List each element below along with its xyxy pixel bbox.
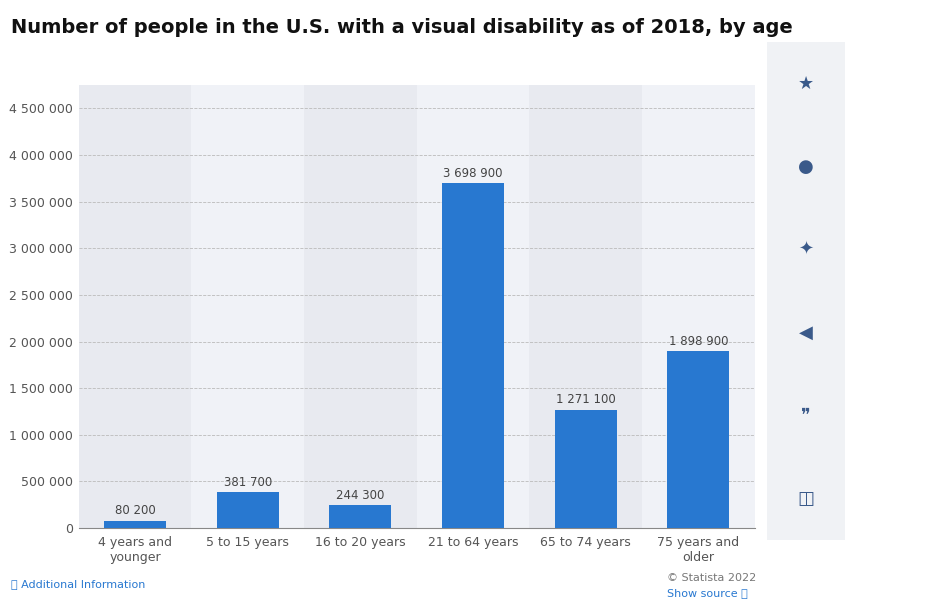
Bar (304, 85, 417, 528)
Bar (79, 85, 192, 528)
Bar (442, 183, 504, 528)
Bar (104, 521, 166, 528)
Text: ✦: ✦ (798, 241, 814, 259)
Bar (668, 351, 730, 528)
Text: ◫: ◫ (797, 490, 815, 507)
Text: ★: ★ (798, 75, 814, 93)
Text: 3 698 900: 3 698 900 (444, 167, 503, 180)
Bar (217, 492, 279, 528)
Bar (330, 505, 392, 528)
Text: Show source ⓘ: Show source ⓘ (667, 588, 747, 598)
Bar (530, 85, 642, 528)
Text: ❞: ❞ (801, 407, 811, 425)
Bar (417, 85, 530, 528)
Bar (642, 85, 755, 528)
Text: 1 271 100: 1 271 100 (556, 393, 616, 406)
Text: © Statista 2022: © Statista 2022 (667, 573, 756, 583)
Text: 244 300: 244 300 (336, 489, 384, 502)
Y-axis label: Number of people: Number of people (0, 253, 1, 360)
Bar (555, 410, 617, 528)
Text: 1 898 900: 1 898 900 (669, 334, 728, 348)
Text: 381 700: 381 700 (223, 476, 272, 489)
Text: ⓘ Additional Information: ⓘ Additional Information (11, 579, 145, 589)
Text: 80 200: 80 200 (115, 504, 156, 517)
Text: ●: ● (798, 158, 814, 176)
Bar (192, 85, 304, 528)
Text: Number of people in the U.S. with a visual disability as of 2018, by age: Number of people in the U.S. with a visu… (11, 18, 793, 37)
Text: ◀: ◀ (799, 324, 813, 342)
